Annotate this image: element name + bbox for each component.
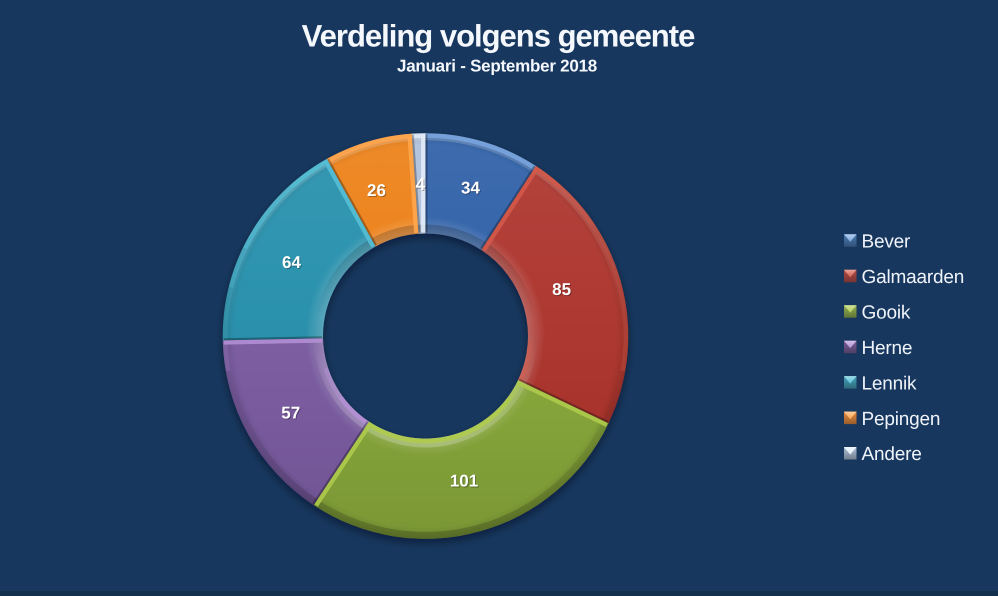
svg-text:64: 64	[282, 253, 301, 272]
svg-text:Andere: Andere	[862, 444, 922, 465]
svg-text:85: 85	[552, 280, 571, 299]
svg-text:26: 26	[368, 182, 387, 201]
svg-text:Herne: Herne	[862, 338, 913, 359]
svg-text:26: 26	[367, 181, 386, 200]
svg-text:4: 4	[417, 176, 427, 195]
svg-text:Galmaarden: Galmaarden	[862, 267, 965, 288]
svg-text:34: 34	[462, 180, 481, 199]
svg-text:Gooik: Gooik	[862, 302, 911, 323]
svg-text:4: 4	[416, 175, 426, 194]
svg-text:Pepingen: Pepingen	[862, 409, 941, 430]
svg-text:64: 64	[283, 254, 302, 273]
svg-text:57: 57	[281, 404, 300, 423]
svg-text:Januari - September 2018: Januari - September 2018	[397, 57, 597, 76]
svg-text:101: 101	[451, 473, 479, 492]
svg-text:Bever: Bever	[862, 232, 912, 253]
svg-text:57: 57	[282, 405, 301, 424]
svg-text:Verdeling volgens gemeente: Verdeling volgens gemeente	[302, 19, 695, 54]
svg-text:85: 85	[553, 281, 572, 300]
svg-text:101: 101	[450, 472, 478, 491]
svg-text:34: 34	[461, 179, 480, 198]
svg-text:Lennik: Lennik	[862, 373, 917, 394]
